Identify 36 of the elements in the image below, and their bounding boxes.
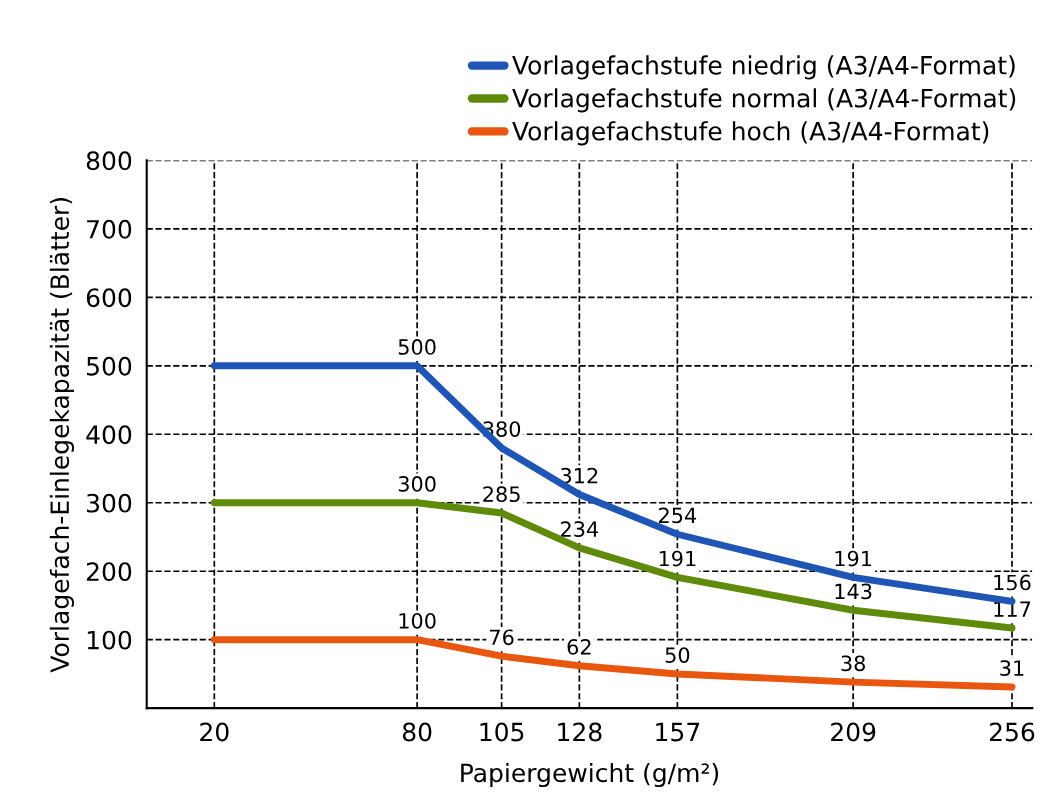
y-tick-label: 800 <box>86 151 132 171</box>
x-tick-label: 209 <box>831 722 876 742</box>
data-label: 500 <box>398 339 436 355</box>
data-label: 62 <box>567 638 591 655</box>
data-label: 76 <box>490 629 514 646</box>
data-label: 300 <box>398 476 436 492</box>
y-axis-title: Vorlagefach-Einlegekapazität (Blätter) <box>49 198 74 673</box>
x-tick-label: 80 <box>402 722 432 742</box>
x-tick-label: 20 <box>200 722 229 742</box>
legend-label: Vorlagefachstufe normal (A3/A4-Format) <box>512 88 1016 113</box>
data-label: 191 <box>659 550 696 567</box>
data-label: 143 <box>835 583 872 600</box>
y-tick-label: 600 <box>86 288 132 308</box>
data-label: 234 <box>561 521 599 537</box>
data-label: 191 <box>835 550 872 567</box>
y-tick-label: 200 <box>86 562 132 582</box>
data-label: 100 <box>399 612 436 629</box>
x-tick-label: 157 <box>656 722 700 742</box>
data-label: 50 <box>665 647 690 663</box>
data-label: 38 <box>841 655 865 672</box>
x-tick-label: 128 <box>558 722 602 742</box>
y-tick-label: 500 <box>87 356 132 376</box>
y-tick-label: 700 <box>87 219 132 239</box>
x-tick-label: 105 <box>480 722 524 742</box>
legend-label: Vorlagefachstufe hoch (A3/A4-Format) <box>512 121 989 146</box>
x-tick-label: 256 <box>989 722 1035 742</box>
y-tick-label: 300 <box>87 493 132 513</box>
data-label: 31 <box>1000 660 1024 676</box>
y-tick-label: 400 <box>86 425 132 445</box>
data-label: 156 <box>994 574 1031 591</box>
data-label: 312 <box>561 467 598 484</box>
x-axis-title: Papiergewicht (g/m²) <box>461 762 719 788</box>
y-tick-label: 100 <box>87 630 132 650</box>
legend-label: Vorlagefachstufe niedrig (A3/A4-Format) <box>512 55 1015 80</box>
data-label: 285 <box>483 486 520 503</box>
data-label: 254 <box>659 507 697 524</box>
